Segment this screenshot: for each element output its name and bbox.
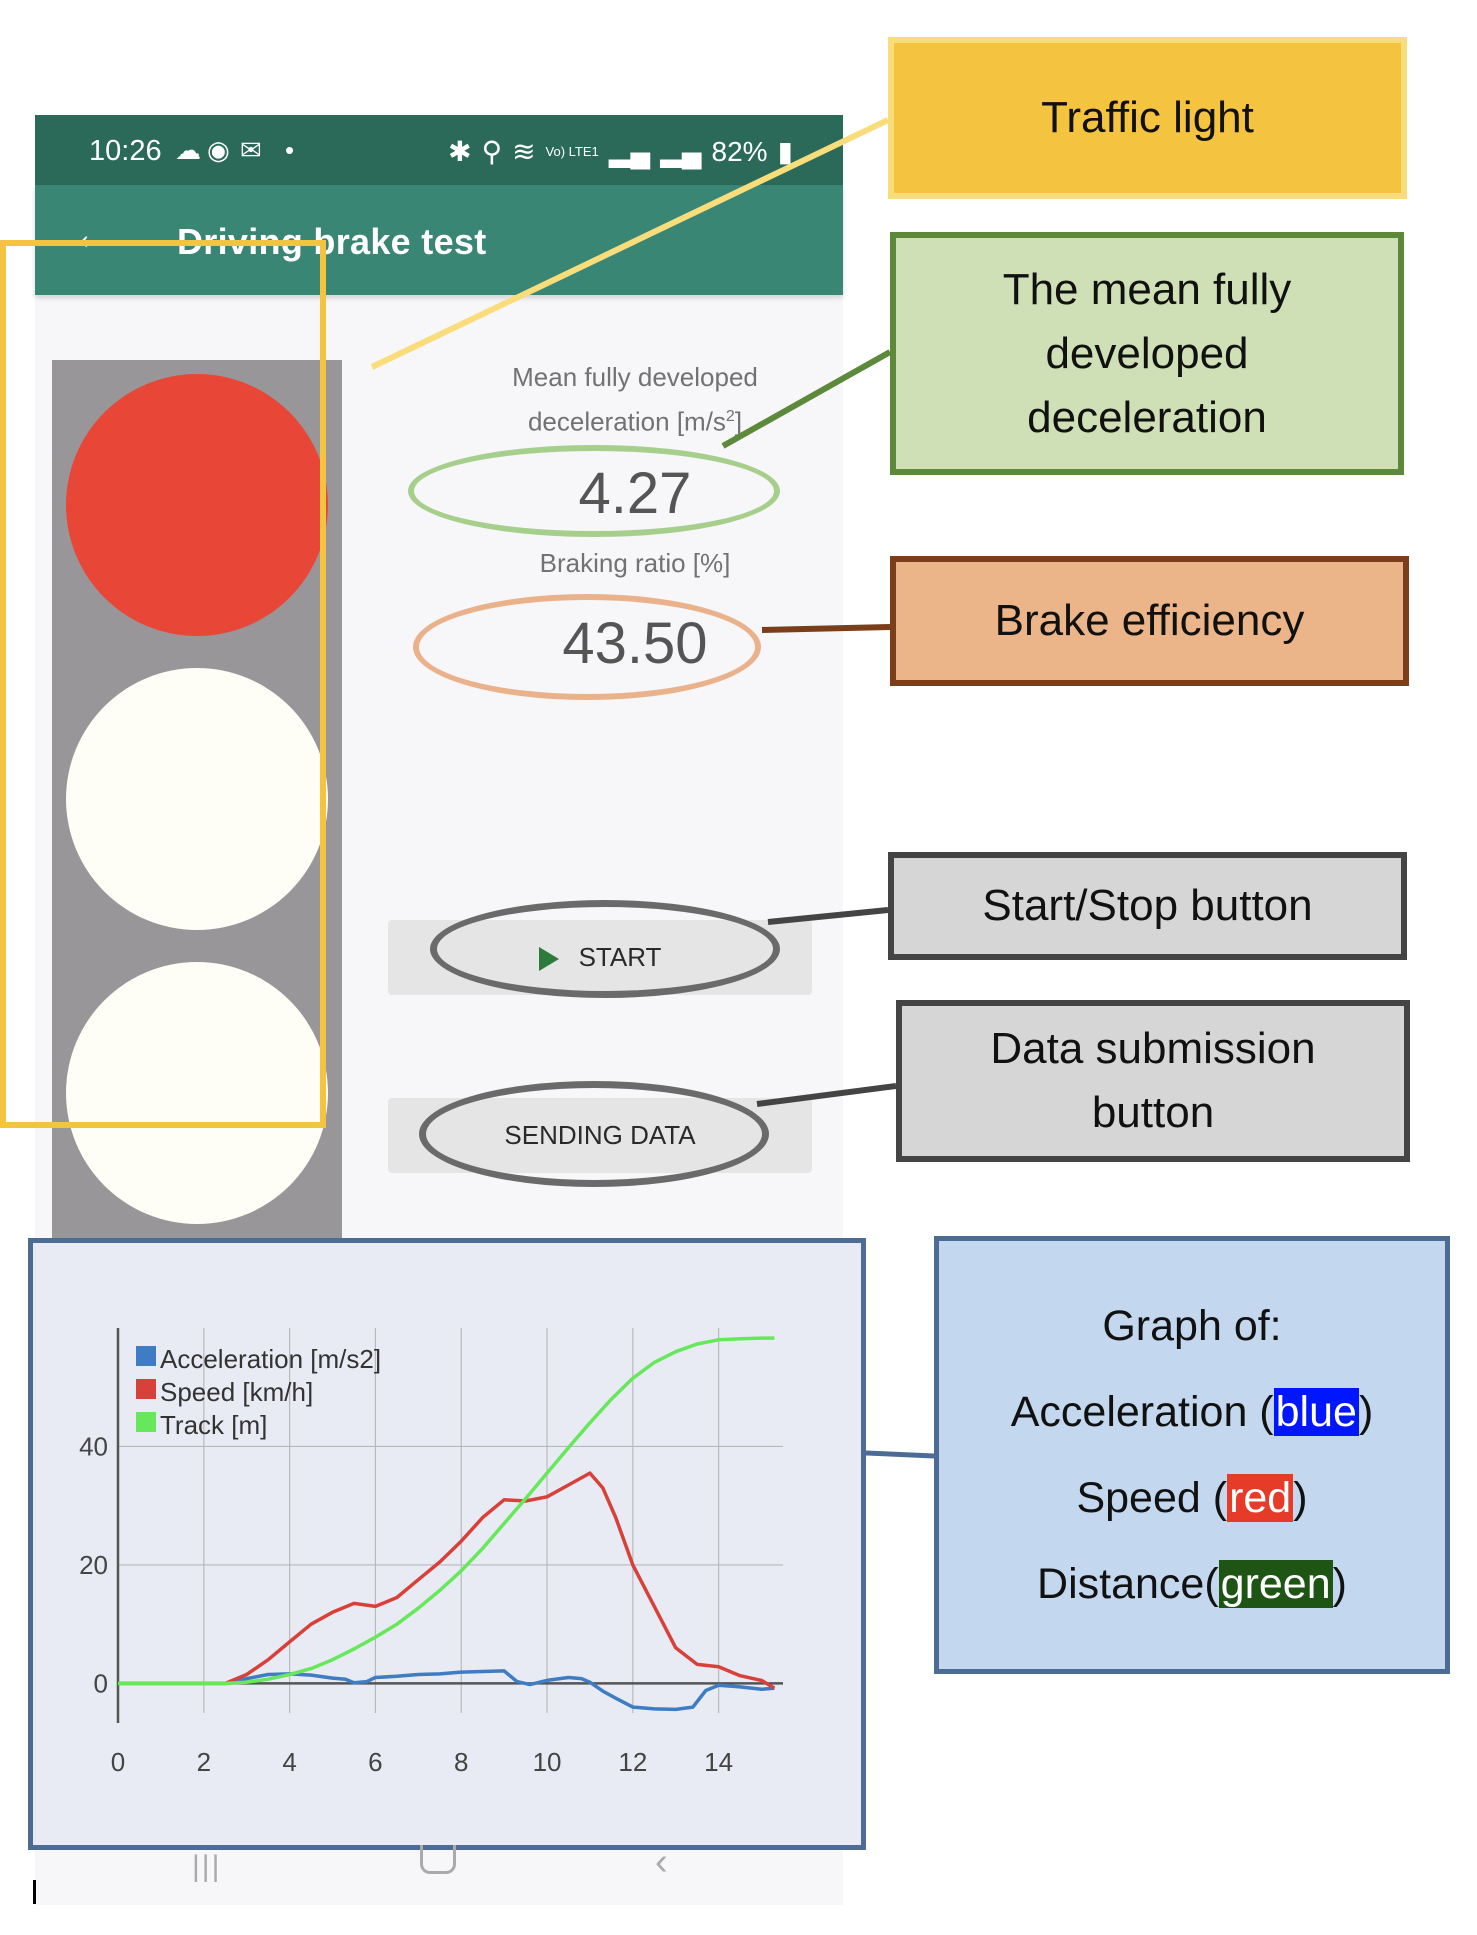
notification-dot-icon: • (285, 135, 295, 165)
x-tick-label: 2 (197, 1747, 211, 1777)
series-line-0 (118, 1669, 775, 1712)
braking-ratio-highlight-ellipse (413, 594, 761, 700)
recent-apps-icon[interactable]: ||| (192, 1850, 222, 1883)
connector-decel (721, 349, 892, 449)
callout-decel-line1: The mean fully (1002, 264, 1292, 314)
status-indicators: ✱ ⚲ ≋ Vo) LTE1 ▂▄ ▂▄ 82% ▮ (448, 135, 793, 168)
x-tick-label: 6 (368, 1747, 382, 1777)
connector-brake (761, 624, 891, 633)
callout-graph-title: Graph of: (1102, 1302, 1282, 1350)
sending-data-highlight-ellipse (419, 1081, 769, 1187)
callout-data-submission: Data submission button (896, 1000, 1410, 1162)
x-tick-label: 10 (533, 1747, 562, 1777)
graph-dist-post: ) (1332, 1560, 1347, 1608)
cloud-icon: ☁ (175, 135, 201, 165)
traffic-lamp-bottom (66, 962, 328, 1224)
gmail-icon: ✉ (240, 135, 262, 165)
callout-traffic-light: Traffic light (888, 37, 1407, 199)
callout-decel-line2: developed (1045, 328, 1249, 378)
legend-label-2: Track [m] (160, 1410, 267, 1440)
callout-decel-line3: deceleration (1027, 392, 1267, 442)
network-type: Vo) LTE1 (545, 144, 599, 159)
callout-brake-text: Brake efficiency (994, 596, 1305, 645)
legend-swatch-1 (136, 1379, 156, 1399)
graph-speed-pre: Speed ( (1076, 1474, 1228, 1522)
x-tick-label: 8 (454, 1747, 468, 1777)
deceleration-label: Mean fully developed deceleration [m/s2] (415, 357, 855, 442)
system-nav-bar: ||| ‹ (35, 1841, 843, 1905)
legend-label-1: Speed [km/h] (160, 1377, 313, 1407)
signal-icon-2: ▂▄ (660, 136, 702, 167)
home-icon[interactable] (420, 1845, 456, 1874)
deceleration-label-line1: Mean fully developed (512, 362, 758, 392)
graph-speed-post: ) (1293, 1474, 1308, 1522)
callout-startstop-text: Start/Stop button (982, 881, 1313, 930)
callout-submit-line1: Data submission (990, 1024, 1316, 1073)
back-nav-icon[interactable]: ‹ (655, 1841, 668, 1883)
traffic-lamp-red (66, 374, 328, 636)
callout-submit-line2: button (1091, 1088, 1215, 1137)
series-line-1 (118, 1471, 776, 1690)
signal-icon: ▂▄ (608, 136, 651, 167)
x-tick-label: 12 (618, 1747, 647, 1777)
graph-accel-pre: Acceleration ( (1010, 1388, 1274, 1436)
x-tick-label: 14 (704, 1747, 733, 1777)
legend-swatch-2 (136, 1412, 156, 1432)
callout-graph-dist: Distance(green) (1037, 1541, 1347, 1627)
braking-ratio-label: Braking ratio [%] (539, 548, 731, 578)
y-tick-label: 0 (94, 1668, 108, 1698)
legend-label-0: Acceleration [m/s2] (160, 1344, 381, 1374)
legend-swatch-0 (136, 1346, 156, 1366)
x-tick-label: 4 (282, 1747, 296, 1777)
messenger-icon: ◉ (207, 135, 230, 165)
battery-level: 82% (711, 135, 768, 167)
status-time: 10:26 (89, 135, 162, 167)
traffic-light-highlight-frame (0, 240, 326, 1128)
text-cursor (33, 1880, 36, 1904)
deceleration-label-end: ] (734, 406, 743, 437)
graph-accel-post: ) (1358, 1388, 1374, 1436)
callout-brake-efficiency: Brake efficiency (890, 556, 1409, 686)
x-tick-label: 0 (111, 1747, 125, 1777)
traffic-lamp-middle (66, 668, 328, 930)
connector-traffic (370, 117, 890, 370)
deceleration-label-sup: 2 (725, 408, 735, 425)
callout-traffic-text: Traffic light (1041, 93, 1254, 142)
location-icon: ⚲ (481, 136, 503, 167)
connector-graph (865, 1450, 935, 1459)
graph-accel-word: blue (1273, 1388, 1359, 1436)
graph-dist-word: green (1218, 1560, 1333, 1608)
callout-graph-accel: Acceleration (blue) (1010, 1369, 1374, 1455)
callout-start-stop: Start/Stop button (888, 852, 1407, 960)
callout-graph: Graph of: Acceleration (blue) Speed (red… (934, 1236, 1450, 1674)
series-line-2 (118, 1336, 775, 1686)
y-tick-label: 20 (79, 1550, 108, 1580)
chart: 0 2 4 6 8 10 12 14 0 20 40 Acceleration [m/s2]Spee… (79, 1328, 783, 1777)
start-button-highlight-ellipse (430, 900, 780, 998)
wifi-icon: ≋ (512, 136, 536, 167)
chart-panel: 0 2 4 6 8 10 12 14 0 20 40 Acceleration [m/s2] Spee… (28, 1238, 866, 1850)
y-tick-label: 40 (79, 1431, 108, 1461)
graph-speed-word: red (1227, 1474, 1294, 1522)
back-arrow-icon[interactable]: ← (71, 210, 115, 259)
status-bar: 10:26 ☁ ◉ ✉ • ✱ ⚲ ≋ Vo) LTE1 ▂▄ ▂▄ 82% ▮ (35, 115, 843, 185)
callout-deceleration: The mean fully developed deceleration (890, 232, 1404, 475)
deceleration-label-line2: deceleration [m/s (527, 406, 726, 437)
battery-icon: ▮ (777, 136, 793, 167)
connector-startstop (767, 907, 889, 925)
graph-dist-pre: Distance( (1037, 1560, 1219, 1608)
traffic-light (52, 360, 342, 1238)
deceleration-highlight-ellipse (408, 445, 780, 537)
bluetooth-icon: ✱ (448, 136, 472, 167)
callout-graph-speed: Speed (red) (1076, 1455, 1308, 1541)
connector-submit (756, 1083, 897, 1107)
